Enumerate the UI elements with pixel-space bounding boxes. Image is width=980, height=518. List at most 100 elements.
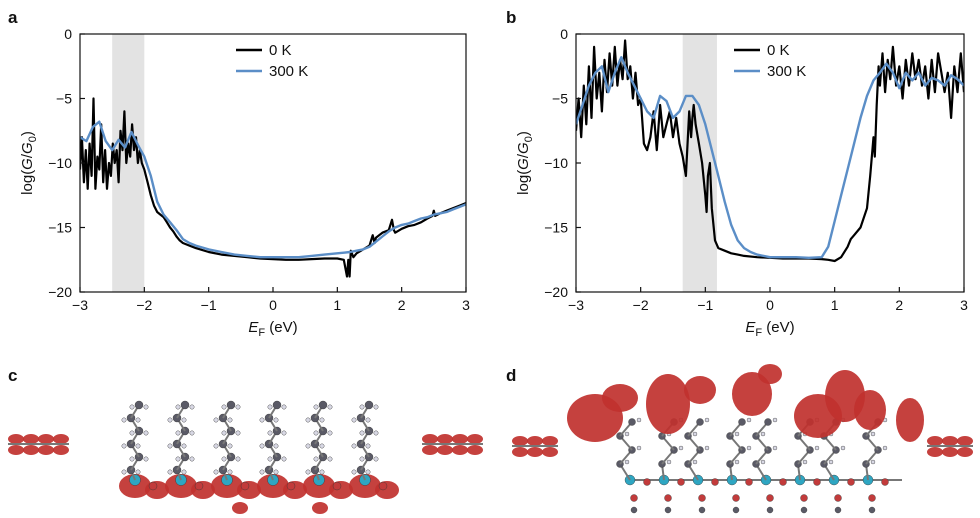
hydrogen-atom [227,443,233,449]
hydrogen-atom [189,430,195,436]
hydrogen-atom [351,417,357,423]
carbon-atom [664,506,672,514]
electrode-orbital [942,447,958,457]
hydrogen-atom [181,469,187,475]
electrode-orbital [542,436,558,446]
hydrogen-atom [359,404,365,410]
hydrogen-atom [273,469,279,475]
panel-label-a: a [8,8,18,27]
backbone-orbital [303,474,335,498]
hydrogen-atom [167,417,173,423]
y-tick-label: −15 [48,220,72,236]
hydrogen-atom [305,417,311,423]
oxygen-atom [677,478,685,486]
y-tick-label: −20 [48,284,72,300]
electrode-orbital [8,434,24,444]
carbon-atom [180,400,190,410]
x-tick-label: −2 [136,297,152,313]
legend-label: 0 K [269,42,292,59]
hydrogen-atom [259,443,265,449]
electrode-orbital [53,445,69,455]
y-tick-label: −10 [48,155,72,171]
oxygen-atom [643,478,651,486]
x-tick-label: −1 [201,297,217,313]
carbon-atom [738,418,746,426]
carbon-atom [764,418,772,426]
backbone-orbital [312,502,328,514]
hydrogen-atom [227,417,233,423]
hydrogen-atom [704,445,710,451]
hydrogen-atom [359,430,365,436]
carbon-atom [134,400,144,410]
hydrogen-atom [327,430,333,436]
hydrogen-atom [365,417,371,423]
backbone-orbital [165,474,197,498]
hydrogen-atom [121,443,127,449]
hydrogen-atom [319,417,325,423]
orbital-cloud [854,390,886,430]
hydrogen-atom [259,417,265,423]
legend-label: 300 K [767,63,806,80]
hydrogen-atom [734,431,740,437]
orbital-cloud [732,372,772,416]
oxygen-atom [698,494,706,502]
hydrogen-atom [221,404,227,410]
electrode-orbital [957,436,973,446]
hydrogen-atom [213,417,219,423]
hydrogen-atom [351,443,357,449]
y-tick-label: 0 [64,26,72,42]
hydrogen-atom [365,469,371,475]
hydrogen-atom [259,469,265,475]
electrode-orbital [23,434,39,444]
hydrogen-atom [319,443,325,449]
electrode-orbital [23,445,39,455]
hydrogen-atom [281,404,287,410]
hydrogen-atom [319,469,325,475]
orbital-cloud [684,376,716,404]
hydrogen-atom [772,417,778,423]
hydrogen-atom [175,456,181,462]
hydrogen-atom [135,417,141,423]
hydrogen-atom [167,443,173,449]
x-tick-label: −3 [568,297,584,313]
hydrogen-atom [181,443,187,449]
backbone-orbital [119,474,151,498]
hydrogen-atom [213,443,219,449]
carbon-atom [698,506,706,514]
hydrogen-atom [129,430,135,436]
electrode-orbital [452,434,468,444]
hydrogen-atom [143,404,149,410]
y-axis-title: log(G/G0) [19,131,39,195]
hydrogen-atom [870,459,876,465]
oxygen-atom [148,481,158,491]
hydrogen-atom [189,404,195,410]
electrode-orbital [437,434,453,444]
oxygen-atom [745,478,753,486]
hydrogen-atom [313,404,319,410]
hydrogen-atom [175,404,181,410]
y-tick-label: −20 [544,284,568,300]
hydrogen-atom [167,469,173,475]
hydrogen-atom [135,443,141,449]
oxygen-atom [813,478,821,486]
hydrogen-atom [746,445,752,451]
hydrogen-atom [121,469,127,475]
carbon-atom [318,400,328,410]
carbon-atom [800,506,808,514]
hydrogen-atom [870,431,876,437]
oxygen-atom [711,478,719,486]
hydrogen-atom [235,404,241,410]
hydrogen-atom [181,417,187,423]
electrode-orbital [957,447,973,457]
x-tick-label: 0 [269,297,277,313]
hydrogen-atom [359,456,365,462]
carbon-atom [628,418,636,426]
oxygen-atom [800,494,808,502]
y-tick-label: 0 [560,26,568,42]
carbon-atom [630,506,638,514]
hydrogen-atom [267,456,273,462]
oxygen-atom [378,481,388,491]
carbon-atom [868,506,876,514]
